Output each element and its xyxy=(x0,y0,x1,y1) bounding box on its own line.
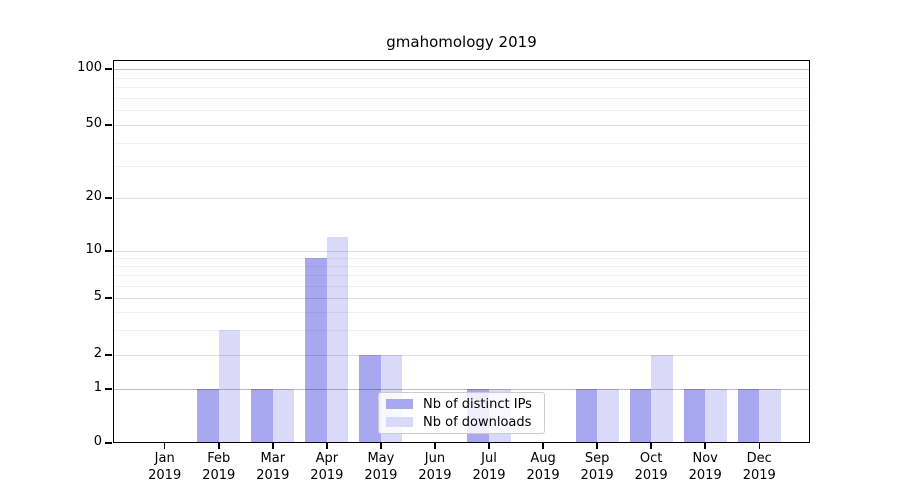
legend-swatch-distinct-ips xyxy=(386,399,413,409)
x-axis-tick xyxy=(758,443,760,449)
x-axis-tick-label-jan: Jan 2019 xyxy=(148,451,182,483)
y-axis-tick xyxy=(105,388,112,390)
y-axis-tick-label: 0 xyxy=(93,434,102,449)
gridline-minor-9 xyxy=(113,258,810,260)
x-axis-tick xyxy=(326,443,328,449)
x-axis-tick-label-oct: Oct 2019 xyxy=(634,451,668,483)
y-axis-tick-label: 5 xyxy=(93,289,102,304)
gridline-minor-30 xyxy=(113,165,810,167)
gridline-major-50 xyxy=(113,125,810,126)
legend-entry-distinct-ips: Nb of distinct IPs xyxy=(386,396,537,413)
bar-nov-downloads xyxy=(705,389,727,443)
gridline-minor-6 xyxy=(113,285,810,287)
bar-oct-downloads xyxy=(651,355,673,443)
gridline-major-2 xyxy=(113,355,810,356)
x-axis-tick-label-nov: Nov 2019 xyxy=(688,451,722,483)
legend-entry-downloads: Nb of downloads xyxy=(386,414,537,431)
gridline-minor-8 xyxy=(113,266,810,268)
x-axis-tick-label-apr: Apr 2019 xyxy=(310,451,344,483)
x-axis-tick xyxy=(542,443,544,449)
x-axis-tick xyxy=(650,443,652,449)
x-axis-tick-label-jul: Jul 2019 xyxy=(472,451,506,483)
x-axis-tick xyxy=(218,443,220,449)
x-axis-tick xyxy=(380,443,382,449)
y-axis-tick-label: 50 xyxy=(85,116,102,131)
y-axis-tick xyxy=(105,354,112,356)
bar-feb-distinct-ips xyxy=(197,389,219,443)
gridline-minor-80 xyxy=(113,87,810,89)
gridline-minor-60 xyxy=(113,110,810,112)
legend-label-downloads: Nb of downloads xyxy=(423,414,532,430)
x-axis-tick xyxy=(163,443,166,449)
gridline-major-5 xyxy=(113,298,810,299)
gridline-minor-4 xyxy=(113,311,810,313)
bar-dec-downloads xyxy=(759,389,781,443)
x-axis-tick xyxy=(434,443,436,449)
gridline-minor-7 xyxy=(113,275,810,277)
y-axis-tick xyxy=(105,68,112,70)
y-axis-tick-label: 20 xyxy=(85,189,102,204)
gridline-minor-3 xyxy=(113,329,810,331)
legend: Nb of distinct IPs Nb of downloads xyxy=(378,392,545,434)
gridline-major-10 xyxy=(113,251,810,252)
x-axis-tick-label-sep: Sep 2019 xyxy=(580,451,614,483)
bar-oct-distinct-ips xyxy=(629,389,652,443)
y-axis-tick xyxy=(105,197,112,199)
x-axis-tick-label-dec: Dec 2019 xyxy=(742,451,776,483)
y-axis-tick-label: 100 xyxy=(77,60,102,75)
y-axis-tick-label: 2 xyxy=(93,346,102,361)
x-axis-tick xyxy=(596,443,598,449)
bar-sep-distinct-ips xyxy=(575,389,598,443)
x-axis-tick-label-jun: Jun 2019 xyxy=(418,451,452,483)
x-axis-tick xyxy=(488,443,490,449)
gridline-edge-100 xyxy=(113,69,810,70)
plot-area xyxy=(113,60,810,443)
bar-dec-distinct-ips xyxy=(737,389,760,443)
legend-label-distinct-ips: Nb of distinct IPs xyxy=(423,396,532,412)
y-axis-tick xyxy=(105,297,112,299)
bar-nov-distinct-ips xyxy=(683,389,706,443)
gridline-minor-70 xyxy=(113,97,810,99)
x-axis-tick xyxy=(704,443,706,449)
y-axis-tick-label: 1 xyxy=(93,380,102,395)
gridline-major-20 xyxy=(113,198,810,199)
y-axis-tick-label: 10 xyxy=(85,242,102,257)
bar-apr-downloads xyxy=(326,237,349,443)
bar-sep-downloads xyxy=(597,389,619,443)
x-axis-tick-label-feb: Feb 2019 xyxy=(202,451,236,483)
gridline-minor-90 xyxy=(113,77,810,79)
gridline-edge-1 xyxy=(113,389,810,390)
bar-may-distinct-ips xyxy=(359,355,381,443)
x-axis-tick xyxy=(272,443,274,449)
x-axis-tick-label-may: May 2019 xyxy=(364,451,398,483)
bar-mar-downloads xyxy=(272,389,295,443)
y-axis-tick xyxy=(105,442,112,444)
x-axis-tick-label-mar: Mar 2019 xyxy=(256,451,290,483)
y-axis-tick xyxy=(105,250,112,252)
x-axis-tick-label-aug: Aug 2019 xyxy=(526,451,560,483)
legend-swatch-downloads xyxy=(386,417,413,427)
chart-title: gmahomology 2019 xyxy=(386,33,537,51)
bar-mar-distinct-ips xyxy=(251,389,273,443)
bar-apr-distinct-ips xyxy=(305,258,327,443)
bar-feb-downloads xyxy=(218,329,241,443)
gridline-minor-40 xyxy=(113,142,810,144)
y-axis-tick xyxy=(105,124,112,126)
